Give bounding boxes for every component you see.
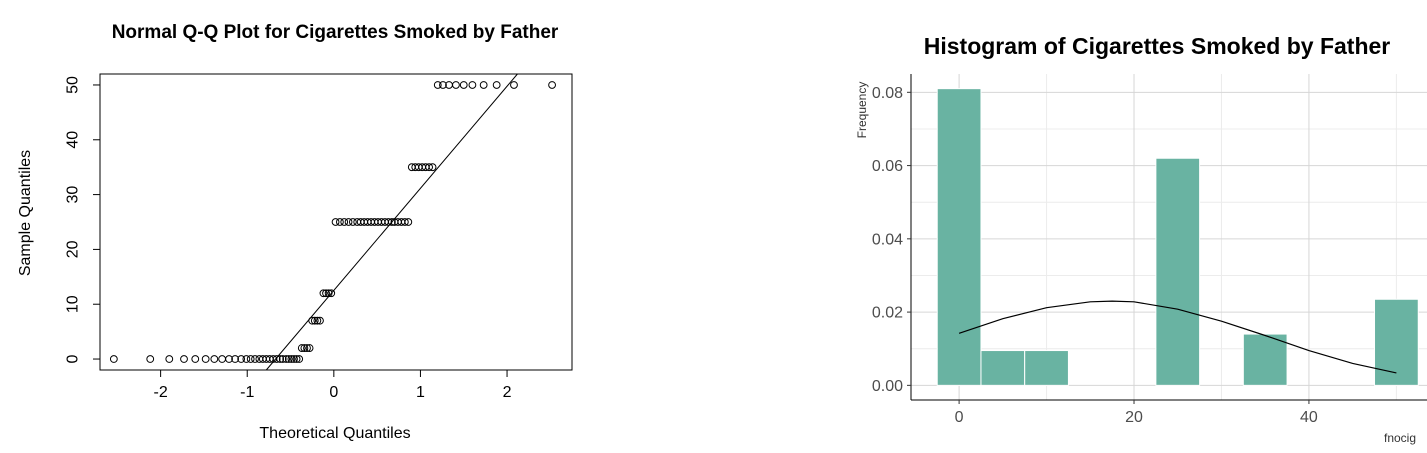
qq-y-tick-label: 10 (65, 295, 82, 313)
qq-point (251, 355, 259, 363)
qq-y-tick-label: 20 (65, 240, 82, 258)
histogram-y-label: Frequency (855, 82, 869, 139)
qq-x-tick-label: 1 (416, 384, 425, 401)
qq-point (109, 355, 118, 363)
histogram-plot: Histogram of Cigarettes Smoked by Father… (855, 33, 1427, 445)
qq-y-axis: 0 10 20 30 40 50 (65, 76, 101, 363)
qq-point (210, 355, 219, 363)
qq-point (305, 344, 314, 352)
histogram-y-tick-label: 0.06 (872, 158, 903, 175)
qq-point (191, 355, 200, 363)
qq-point (284, 355, 293, 363)
histogram-title: Histogram of Cigarettes Smoked by Father (924, 33, 1391, 59)
histogram-x-tick-label: 20 (1125, 409, 1143, 426)
qq-point (146, 355, 155, 363)
qq-point (425, 163, 434, 172)
qq-point (400, 218, 409, 226)
histogram-bar (1374, 298, 1419, 386)
qq-point (246, 355, 255, 363)
qq-point (510, 81, 518, 89)
qq-point (310, 316, 319, 325)
qq-point (201, 355, 210, 363)
qq-point (218, 355, 227, 363)
qq-point (303, 344, 311, 352)
qq-point (439, 81, 447, 89)
qq-point (404, 218, 413, 226)
qq-x-tick-label: -1 (240, 384, 254, 401)
qq-points (109, 81, 556, 363)
qq-point (282, 355, 291, 363)
qq-point (287, 355, 296, 363)
qq-x-tick-label: -2 (154, 384, 168, 401)
histogram-bar (936, 88, 982, 386)
histogram-bar (1155, 157, 1201, 386)
qq-point (308, 316, 317, 325)
qq-title: Normal Q-Q Plot for Cigarettes Smoked by… (112, 22, 559, 43)
histogram-x-axis: 0 20 40 (955, 400, 1318, 426)
qq-point (272, 355, 281, 363)
qq-point (340, 218, 349, 226)
qq-point (237, 355, 246, 363)
qq-point (225, 355, 233, 363)
qq-y-tick-label: 40 (65, 131, 82, 149)
qq-point (322, 289, 330, 298)
qq-point (335, 218, 344, 226)
histogram-bar (980, 350, 1026, 386)
qq-point (297, 344, 306, 352)
qq-point (428, 163, 437, 172)
qq-point (479, 81, 488, 89)
qq-y-label: Sample Quantiles (17, 150, 34, 276)
qq-point (548, 81, 556, 89)
histogram-x-label: fnocig (1384, 431, 1416, 445)
qq-point (295, 355, 304, 363)
qq-y-tick-label: 0 (65, 354, 82, 363)
qq-point (348, 218, 357, 226)
histogram-y-tick-label: 0.04 (872, 231, 903, 248)
qq-point (324, 289, 333, 298)
qq-point (387, 218, 396, 226)
qq-point (327, 289, 336, 298)
histogram-x-tick-label: 0 (955, 409, 964, 426)
qq-point (278, 355, 287, 363)
histogram-y-axis: 0.00 0.02 0.04 0.06 0.08 (872, 85, 911, 395)
qq-point (452, 81, 460, 89)
qq-point (290, 355, 298, 363)
qq-point (384, 218, 393, 226)
histogram-x-tick-label: 40 (1300, 409, 1318, 426)
histogram-bar (1024, 350, 1069, 386)
qq-point (231, 355, 240, 363)
qq-point (180, 355, 188, 363)
qq-point (468, 81, 477, 89)
qq-y-tick-label: 50 (65, 76, 82, 94)
qq-point (165, 355, 174, 363)
qq-point (300, 344, 309, 352)
qq-point (319, 289, 328, 298)
histogram-y-tick-label: 0.02 (872, 305, 903, 322)
qq-point (242, 355, 251, 363)
histogram-bar (1242, 333, 1288, 386)
qq-point (433, 81, 442, 89)
histogram-y-tick-label: 0.00 (872, 378, 903, 395)
qq-plot: Normal Q-Q Plot for Cigarettes Smoked by… (17, 22, 573, 442)
qq-point (492, 81, 501, 89)
density-curve (958, 300, 1397, 374)
qq-point (459, 81, 468, 89)
qq-point (292, 355, 301, 363)
qq-x-label: Theoretical Quantiles (259, 425, 410, 442)
qq-point (331, 218, 340, 226)
qq-point (313, 316, 322, 325)
qq-point (316, 316, 324, 325)
qq-x-tick-label: 2 (503, 384, 512, 401)
qq-point (276, 355, 285, 363)
histogram-bars (936, 88, 1419, 386)
qq-point (344, 218, 353, 226)
histogram-y-tick-label: 0.08 (872, 85, 903, 102)
qq-x-tick-label: 0 (329, 384, 338, 401)
qq-y-tick-label: 30 (65, 186, 82, 204)
qq-x-axis: -2 -1 0 1 2 (154, 369, 512, 401)
